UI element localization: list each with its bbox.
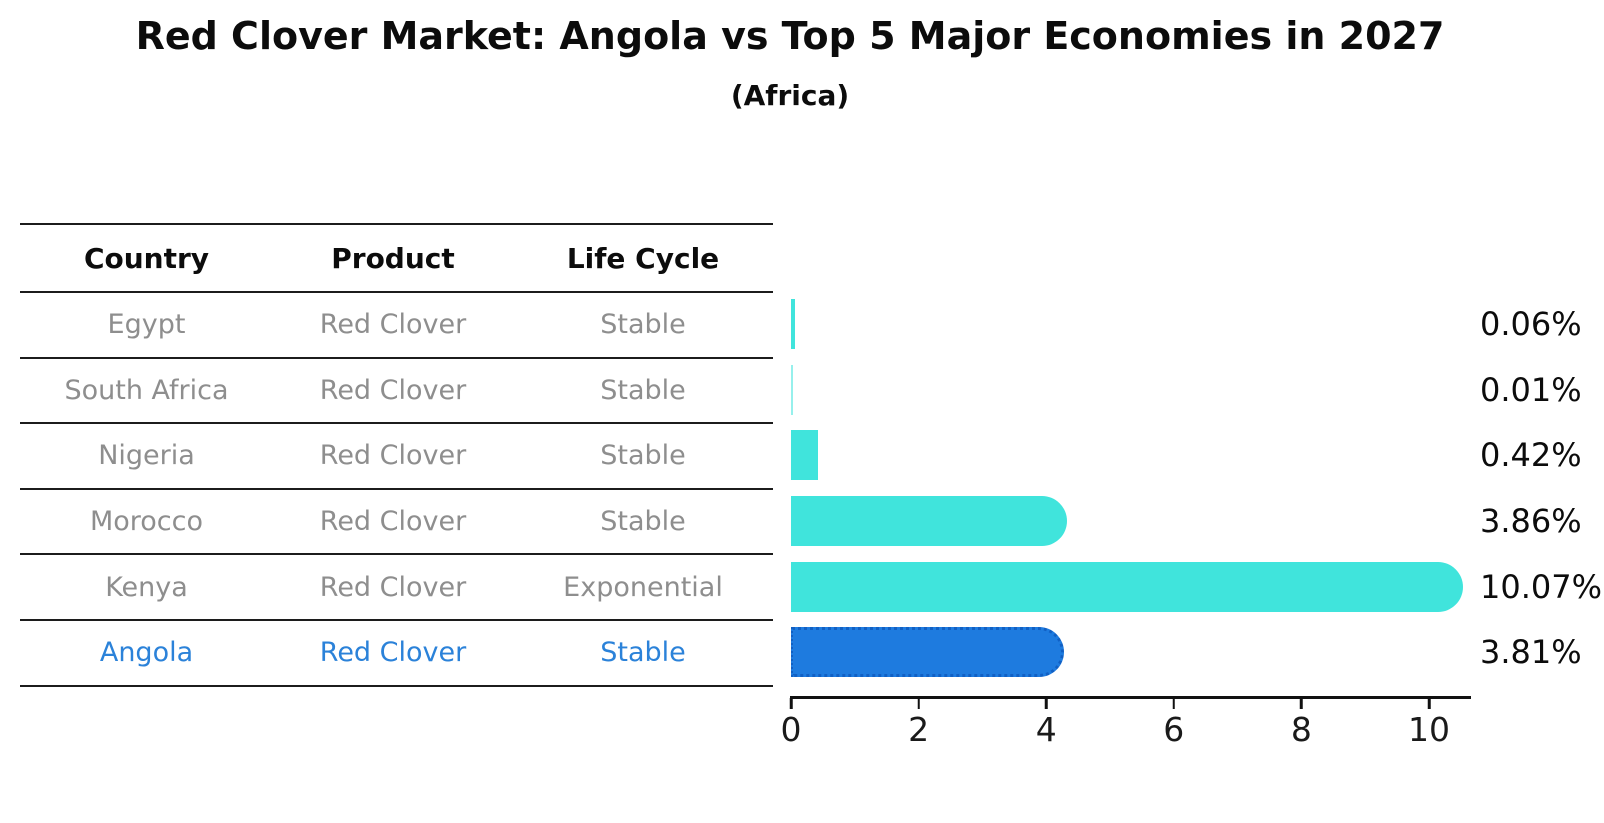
bar-value-label: 3.81% bbox=[1480, 633, 1582, 672]
table-row: Morocco Red Clover Stable bbox=[20, 487, 773, 554]
x-axis-tick bbox=[1427, 698, 1431, 709]
column-header-country: Country bbox=[83, 241, 210, 275]
cell-product: Red Clover bbox=[319, 571, 467, 603]
page-title: Red Clover Market: Angola vs Top 5 Major… bbox=[135, 14, 1445, 58]
x-axis-tick bbox=[1044, 698, 1048, 709]
table-row: South Africa Red Clover Stable bbox=[20, 356, 773, 423]
column-header-life-cycle: Life Cycle bbox=[566, 241, 720, 275]
bar-kenya bbox=[791, 561, 1464, 612]
market-table: Country Product Life Cycle Egypt Red Clov… bbox=[20, 223, 773, 687]
cell-country: Kenya bbox=[105, 571, 188, 603]
cell-product: Red Clover bbox=[319, 374, 467, 406]
cell-country: Egypt bbox=[107, 309, 186, 341]
cell-product: Red Clover bbox=[319, 309, 467, 341]
x-axis-line bbox=[790, 696, 1471, 699]
cell-country: Angola bbox=[99, 637, 194, 669]
x-axis-tick-label: 10 bbox=[1408, 710, 1450, 749]
table-header-row: Country Product Life Cycle bbox=[20, 223, 773, 291]
x-axis-tick-label: 2 bbox=[908, 710, 930, 749]
bar-morocco bbox=[791, 496, 1068, 547]
cell-life-cycle: Stable bbox=[600, 309, 686, 341]
x-axis-tick bbox=[1172, 698, 1176, 709]
x-axis-tick-label: 0 bbox=[780, 710, 802, 749]
x-axis-tick bbox=[1300, 698, 1303, 709]
cell-life-cycle: Exponential bbox=[563, 571, 723, 603]
table-row: Egypt Red Clover Stable bbox=[20, 291, 773, 357]
x-axis-tick-label: 4 bbox=[1035, 710, 1057, 749]
bar-value-label: 0.42% bbox=[1480, 436, 1582, 475]
x-axis-tick bbox=[917, 698, 920, 709]
table-row: Kenya Red Clover Exponential bbox=[20, 553, 773, 619]
x-axis-tick-label: 8 bbox=[1290, 710, 1312, 749]
bar-value-label: 0.06% bbox=[1480, 305, 1582, 344]
page-subtitle: (Africa) bbox=[730, 79, 850, 112]
x-axis-tick bbox=[789, 698, 793, 709]
cell-life-cycle: Stable bbox=[600, 506, 686, 538]
cell-life-cycle: Stable bbox=[600, 440, 686, 472]
cell-country: Morocco bbox=[89, 506, 204, 538]
bar-nigeria bbox=[791, 430, 818, 481]
cell-country: South Africa bbox=[64, 374, 229, 406]
bar-value-label: 0.01% bbox=[1480, 370, 1582, 409]
bar-egypt bbox=[791, 299, 795, 350]
cell-product: Red Clover bbox=[319, 506, 467, 538]
bar-value-label: 3.86% bbox=[1480, 502, 1582, 541]
cell-country: Nigeria bbox=[98, 440, 195, 472]
table-row: Angola Red Clover Stable bbox=[20, 618, 773, 685]
cell-product: Red Clover bbox=[319, 440, 467, 472]
x-axis-tick-label: 6 bbox=[1163, 710, 1185, 749]
table-body: Egypt Red Clover Stable South Africa Red Clo… bbox=[20, 291, 773, 685]
cell-life-cycle: Stable bbox=[600, 637, 686, 669]
cell-product: Red Clover bbox=[319, 637, 467, 669]
bar-value-label: 10.07% bbox=[1480, 567, 1603, 606]
table-row: Nigeria Red Clover Stable bbox=[20, 422, 773, 488]
cell-life-cycle: Stable bbox=[600, 374, 686, 406]
bar-south-africa bbox=[791, 364, 793, 415]
column-header-product: Product bbox=[331, 241, 455, 275]
bar-angola bbox=[791, 627, 1065, 678]
